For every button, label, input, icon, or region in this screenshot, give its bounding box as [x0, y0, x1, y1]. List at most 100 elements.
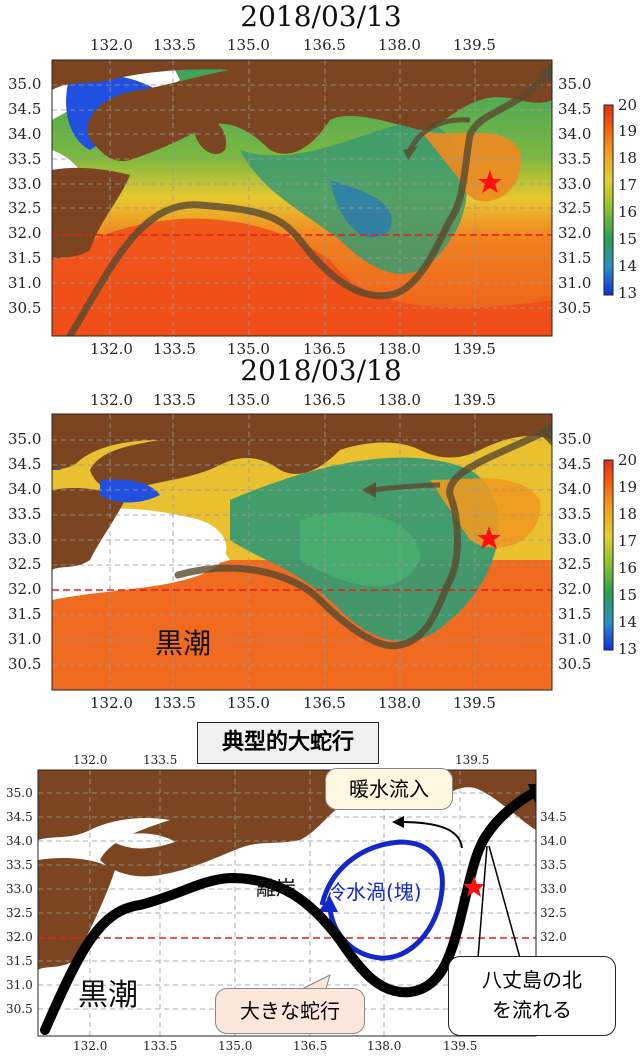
cbtick: 20 — [618, 96, 638, 114]
xtick: 132.0 — [90, 36, 133, 54]
ytick: 35.0 — [558, 430, 592, 448]
ytick: 32.0 — [8, 224, 42, 242]
ytick: 35.0 — [8, 430, 42, 448]
xtick: 136.5 — [303, 340, 346, 358]
ytick: 32.5 — [558, 199, 592, 217]
xtick: 132.0 — [73, 1039, 108, 1053]
hachijo-line2: を流れる — [492, 998, 572, 1022]
xtick: 133.5 — [153, 340, 196, 358]
ytick: 31.0 — [558, 274, 592, 292]
ytick: 30.5 — [8, 655, 42, 673]
ytick: 34.5 — [558, 100, 592, 118]
cbtick: 16 — [618, 559, 638, 577]
xtick: 138.0 — [378, 36, 421, 54]
cbtick: 19 — [618, 478, 638, 496]
ytick: 34.0 — [8, 480, 42, 498]
ytick: 32.5 — [8, 199, 42, 217]
ytick: 32.0 — [558, 224, 592, 242]
hachijo-star-icon — [477, 526, 501, 549]
xtick: 139.5 — [453, 694, 496, 712]
ytick: 33.0 — [8, 530, 42, 548]
ytick: 34.0 — [540, 834, 567, 848]
xtick: 135.0 — [227, 36, 270, 54]
cbtick: 17 — [618, 532, 638, 550]
ytick: 34.5 — [558, 455, 592, 473]
schematic-title: 典型的大蛇行 — [197, 722, 379, 764]
xtick: 138.0 — [378, 391, 421, 409]
panel1-date: 2018/03/13 — [240, 0, 402, 33]
panel1-map — [52, 60, 552, 336]
ytick: 34.5 — [6, 810, 33, 824]
ytick: 35.0 — [558, 75, 592, 93]
xtick: 133.5 — [143, 1039, 178, 1053]
ytick: 35.0 — [6, 786, 33, 800]
panel2-date: 2018/03/18 — [240, 354, 402, 387]
ytick: 31.5 — [8, 249, 42, 267]
ytick: 34.5 — [540, 810, 567, 824]
cbtick: 14 — [618, 257, 638, 275]
xtick: 135.0 — [227, 340, 270, 358]
ytick: 35.0 — [8, 75, 42, 93]
hachijo-callout: 八丈島の北 を流れる — [448, 956, 616, 1036]
offshore-label: 離岸 — [256, 876, 296, 900]
cbtick: 15 — [618, 230, 638, 248]
ytick: 32.0 — [8, 580, 42, 598]
xtick: 135.0 — [218, 1039, 253, 1053]
hachijo-star-icon — [478, 170, 502, 193]
ytick: 30.5 — [558, 655, 592, 673]
panel1-colorbar — [603, 104, 614, 296]
ytick: 32.5 — [6, 906, 33, 920]
xtick: 133.5 — [153, 391, 196, 409]
cbtick: 18 — [618, 505, 638, 523]
xtick: 135.0 — [227, 694, 270, 712]
xtick: 138.0 — [367, 1039, 402, 1053]
cbtick: 16 — [618, 203, 638, 221]
xtick: 136.5 — [303, 391, 346, 409]
ytick: 33.5 — [540, 858, 567, 872]
cbtick: 13 — [618, 640, 638, 658]
xtick: 135.0 — [227, 391, 270, 409]
ytick: 34.0 — [6, 834, 33, 848]
xtick: 133.5 — [143, 753, 178, 767]
ytick: 32.0 — [558, 580, 592, 598]
cbtick: 15 — [618, 586, 638, 604]
cbtick: 19 — [618, 122, 638, 140]
xtick: 139.5 — [453, 391, 496, 409]
ytick: 32.5 — [540, 906, 567, 920]
ytick: 32.5 — [8, 555, 42, 573]
cbtick: 13 — [618, 284, 638, 302]
cbtick: 20 — [618, 451, 638, 469]
ytick: 31.0 — [6, 978, 33, 992]
ytick: 33.5 — [8, 505, 42, 523]
ytick: 32.5 — [558, 555, 592, 573]
ytick: 30.5 — [558, 299, 592, 317]
hachijo-line1: 八丈島の北 — [482, 968, 582, 992]
ytick: 32.0 — [540, 930, 567, 944]
ytick: 31.5 — [8, 605, 42, 623]
xtick: 132.0 — [90, 340, 133, 358]
ytick: 31.0 — [8, 630, 42, 648]
cbtick: 14 — [618, 613, 638, 631]
ytick: 33.5 — [558, 150, 592, 168]
xtick: 139.5 — [443, 1039, 478, 1053]
ytick: 33.5 — [8, 150, 42, 168]
panel2-kuroshio-label: 黒潮 — [155, 627, 212, 660]
xtick: 133.5 — [153, 694, 196, 712]
cold-eddy-label: 冷水渦(塊) — [326, 880, 422, 904]
xtick: 136.5 — [293, 1039, 328, 1053]
ytick: 32.0 — [6, 930, 33, 944]
ytick: 33.0 — [8, 175, 42, 193]
large-meander-callout: 大きな蛇行 — [215, 988, 365, 1034]
xtick: 139.5 — [453, 340, 496, 358]
xtick: 139.5 — [455, 753, 490, 767]
ytick: 31.0 — [8, 274, 42, 292]
cbtick: 17 — [618, 176, 638, 194]
ytick: 33.5 — [6, 858, 33, 872]
xtick: 132.0 — [73, 753, 108, 767]
xtick: 136.5 — [303, 36, 346, 54]
panel2-colorbar — [603, 459, 614, 651]
warm-inflow-callout: 暖水流入 — [325, 768, 453, 810]
ytick: 33.0 — [558, 175, 592, 193]
schematic-kuroshio-label: 黒潮 — [78, 978, 138, 1013]
